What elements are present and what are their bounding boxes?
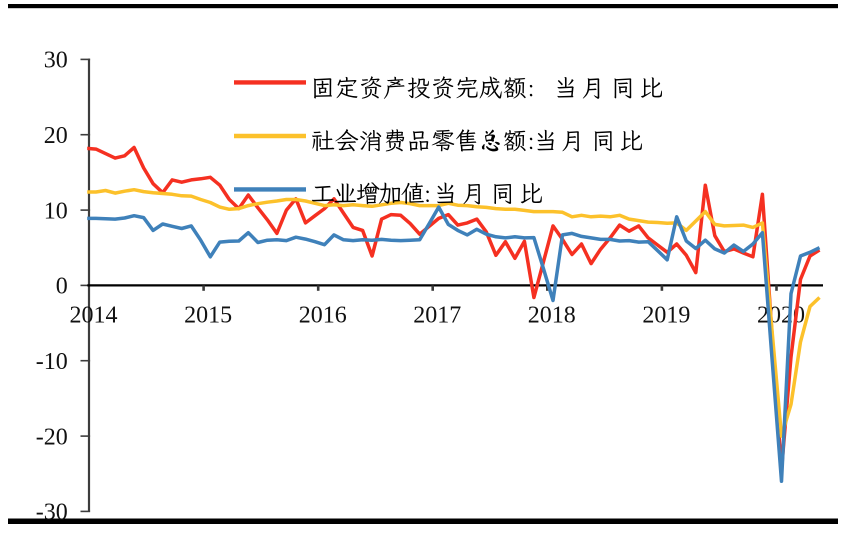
svg-text:2019: 2019 (642, 303, 690, 329)
svg-text:2016: 2016 (299, 303, 347, 329)
svg-text:0: 0 (56, 274, 68, 300)
svg-text:2018: 2018 (528, 303, 576, 329)
svg-text:2017: 2017 (413, 303, 461, 329)
svg-text:10: 10 (44, 198, 68, 224)
svg-text:30: 30 (44, 48, 68, 74)
svg-text:2014: 2014 (70, 303, 118, 329)
svg-text:-10: -10 (36, 349, 68, 375)
svg-text:2015: 2015 (184, 303, 232, 329)
svg-text:20: 20 (44, 123, 68, 149)
svg-text:-30: -30 (36, 500, 68, 526)
svg-text:-20: -20 (36, 424, 68, 450)
